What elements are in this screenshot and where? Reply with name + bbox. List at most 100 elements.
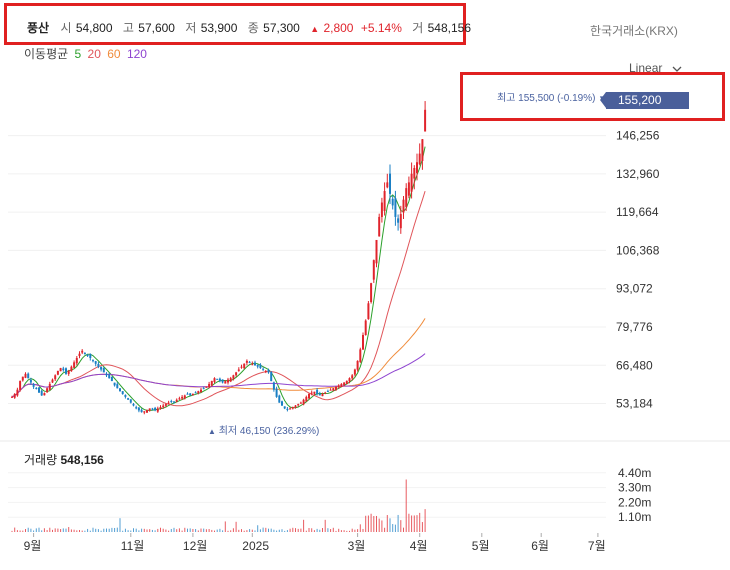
candle-body [132,403,135,406]
candle-body [178,398,181,400]
ma-120[interactable]: 120 [126,47,147,61]
candle-body [243,363,246,369]
volume-bar [316,528,318,532]
candle-body [389,173,391,194]
volume-tick-label: 1.10m [618,510,651,524]
scale-selector[interactable]: Linear [629,61,682,75]
candle-body [48,383,51,390]
candle-body [294,405,297,408]
volume-bar [149,529,151,532]
candle-body [200,389,202,393]
chevron-down-icon [672,66,682,72]
candle-body [135,407,138,409]
volume-bar [76,530,78,532]
volume-bar [262,527,264,532]
stock-name: 풍산 [27,21,50,35]
volume-bar [46,530,48,532]
candle-body [105,373,108,376]
volume-bar [35,528,37,532]
candle-body [67,370,70,374]
volume-bar [211,529,213,532]
candle-body [116,384,119,389]
time-tick-label: 9월 [24,539,42,553]
volume-bar [84,530,86,532]
candle-body [375,239,378,264]
volume-bar [52,529,53,532]
volume-bar [192,528,194,532]
volume-bar [259,529,261,532]
volume-bar [238,529,240,532]
candle-body [270,371,273,382]
volume-bar [92,527,94,532]
volume-bar [295,528,296,532]
candle-body [410,173,413,192]
candle-body [129,399,132,403]
time-tick-label: 11월 [121,539,145,553]
volume-bar [335,530,337,532]
candle-body [310,392,313,394]
volume-bar [351,528,353,532]
volume-bar [178,528,180,532]
volume-bar [222,530,224,532]
high-value: 57,600 [138,21,175,35]
volume-panel-label: 거래량 [24,453,58,467]
candle-body [218,378,221,382]
price-tick-label: 53,184 [616,397,653,411]
candle-body [51,379,54,383]
candle-body [164,404,167,406]
volume-bar [170,528,172,532]
candle-body [86,354,89,356]
volume-bar [416,515,418,532]
volume-bar [200,528,202,532]
price-summary-highlight: 풍산 시 54,800 고 57,600 저 53,900 종 57,300 ▲… [4,3,471,45]
candle-body [167,402,170,404]
volume-bar [362,528,364,532]
volume-bar [205,529,207,532]
volume-bar [95,528,97,532]
candle-body [183,395,186,399]
candle-body [248,361,251,363]
volume-bar [265,527,267,532]
volume-tick-label: 2.20m [618,495,651,509]
volume-bar [68,527,70,532]
volume-bar [203,528,205,532]
candle-body [372,260,375,280]
candle-body [343,382,346,386]
candle-body [97,363,100,367]
volume-bar [124,528,126,532]
volume-bar [286,530,288,532]
ma-60[interactable]: 60 [107,47,121,61]
volume-bar [292,527,294,532]
candle-body [70,366,73,372]
candle-body [216,378,219,380]
volume-bar [103,528,105,532]
candle-body [275,388,278,397]
candle-body [170,400,173,402]
volume-bar [276,530,278,532]
candle-body [162,405,165,408]
candle-body [210,381,213,386]
candle-body [24,373,27,378]
candle-body [46,388,49,393]
candle-body [305,396,308,402]
volume-bar [400,520,402,532]
candle-body [399,214,402,229]
ma-5[interactable]: 5 [74,47,82,61]
change-percent: +5.14% [360,21,402,35]
candle-body [143,411,146,413]
ma-20[interactable]: 20 [87,47,101,61]
volume-bar [343,530,345,532]
candle-body [353,369,356,375]
candle-body [54,375,57,380]
volume-bar [394,524,396,532]
volume-bar [62,528,64,532]
volume-bar [16,530,18,532]
volume-bar [249,529,251,532]
candle-body [113,382,116,386]
volume-bar [70,529,72,532]
ma-5-line [11,146,426,411]
volume-bar [195,529,197,532]
candle-body [119,388,121,392]
